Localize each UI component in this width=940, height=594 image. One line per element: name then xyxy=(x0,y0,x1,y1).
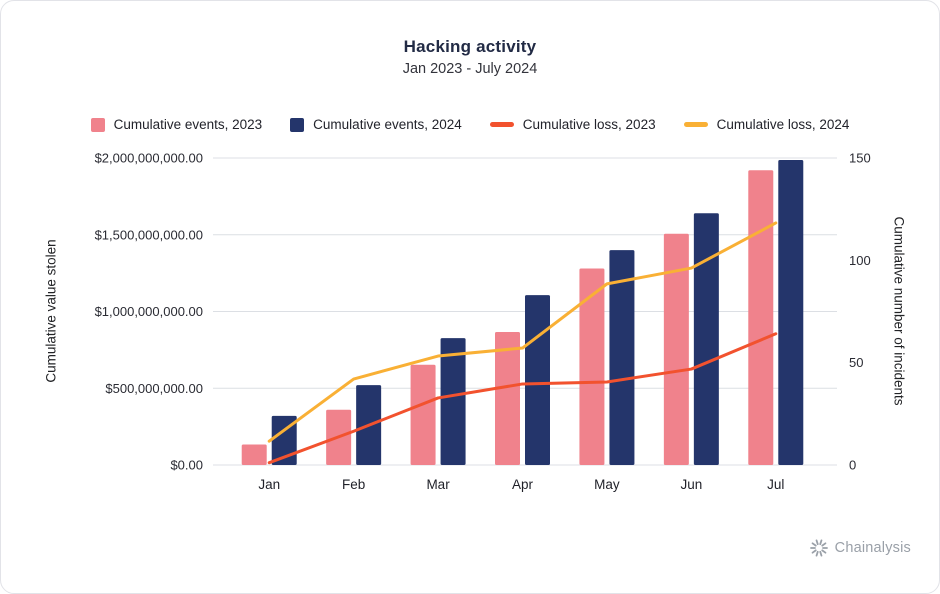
legend-swatch-line xyxy=(683,122,708,127)
legend-label: Cumulative loss, 2024 xyxy=(716,117,850,132)
right-axis-tick: 100 xyxy=(849,253,871,268)
bar-2023-Jul xyxy=(748,170,774,465)
bar-2024-Apr xyxy=(525,295,550,465)
bar-2024-Jun xyxy=(693,213,719,465)
bar-2023-Mar xyxy=(410,364,436,465)
bar-2023-May xyxy=(579,268,605,465)
line-2023 xyxy=(267,332,778,465)
right-axis-title: Cumulative number of incidents xyxy=(891,216,907,406)
legend-swatch-square xyxy=(290,117,305,132)
chart-subtitle: Jan 2023 - July 2024 xyxy=(402,61,538,77)
legend-item-3[interactable]: Cumulative loss, 2024 xyxy=(683,117,850,132)
legend-label: Cumulative events, 2024 xyxy=(313,117,462,132)
x-axis-label: Apr xyxy=(512,477,534,492)
legend-item-0[interactable]: Cumulative events, 2023 xyxy=(90,117,263,132)
left-axis-tick: $1,000,000,000.00 xyxy=(95,304,203,319)
left-axis-tick: $2,000,000,000.00 xyxy=(95,151,203,166)
bar-2023-Jan xyxy=(241,444,267,465)
right-axis-tick: 0 xyxy=(849,458,856,473)
x-axis-label: Feb xyxy=(342,477,365,492)
left-axis-tick: $500,000,000.00 xyxy=(105,381,203,396)
x-axis-label: Mar xyxy=(426,477,450,492)
legend-item-2[interactable]: Cumulative loss, 2023 xyxy=(489,117,656,132)
left-axis-tick: $0.00 xyxy=(170,458,203,473)
legend-item-1[interactable]: Cumulative events, 2024 xyxy=(290,117,462,132)
hacking-activity-chart: $0.00 $500,000,000.00 $1,000,000,000.00 $1,… xyxy=(95,151,871,493)
bar-2023-Apr xyxy=(495,331,520,465)
bar-2024-Mar xyxy=(440,338,466,465)
x-axis-label: Jan xyxy=(258,477,280,492)
x-axis-label: Jul xyxy=(767,477,784,492)
brand-name: Chainalysis xyxy=(834,540,911,556)
line-2024 xyxy=(267,221,778,443)
chart-title: Hacking activity xyxy=(403,37,537,56)
chainalysis-logo-icon xyxy=(809,539,828,557)
left-axis-tick: $1,500,000,000.00 xyxy=(95,227,203,242)
legend: Cumulative events, 2023 Cumulative events… xyxy=(1,117,939,132)
legend-swatch-line xyxy=(489,122,514,127)
x-axis-label: May xyxy=(594,477,620,492)
bar-2024-May xyxy=(609,250,635,465)
legend-swatch-square xyxy=(90,117,105,132)
right-axis-tick: 150 xyxy=(849,151,871,166)
brand-footer: Chainalysis xyxy=(809,539,911,557)
bar-2024-Jan xyxy=(271,415,297,465)
right-axis-tick: 50 xyxy=(849,355,863,370)
legend-label: Cumulative events, 2023 xyxy=(113,117,263,132)
legend-label: Cumulative loss, 2023 xyxy=(522,117,656,132)
bar-2023-Jun xyxy=(663,233,689,465)
x-axis-label: Jun xyxy=(680,477,702,492)
bar-2024-Jul xyxy=(778,160,804,465)
